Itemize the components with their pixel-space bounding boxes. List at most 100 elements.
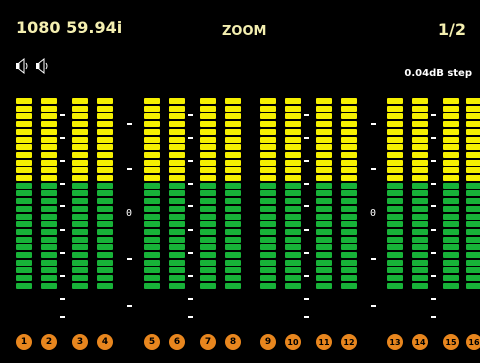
meter-segment <box>169 167 185 174</box>
meter-segment <box>387 282 403 289</box>
meter-segment <box>200 228 216 235</box>
scale-tick <box>188 183 193 185</box>
meter-segment <box>200 98 216 104</box>
meter-segment <box>341 182 357 189</box>
meter-segment <box>412 259 428 266</box>
meter-segment <box>412 190 428 197</box>
meter-segment <box>144 136 160 143</box>
meter-segment <box>200 121 216 128</box>
meter-segment <box>97 282 113 289</box>
scale-tick <box>304 275 309 277</box>
meter-segment <box>387 205 403 212</box>
meter-segment <box>443 98 459 104</box>
meter-segment <box>169 282 185 289</box>
meter-segment <box>144 244 160 251</box>
channel-badge-7: 7 <box>200 334 216 350</box>
speaker-icon <box>36 58 48 74</box>
meter-segment <box>225 167 241 174</box>
meter-segment <box>260 105 276 112</box>
meter-segment <box>41 275 57 282</box>
meter-segment <box>260 151 276 158</box>
meter-segment <box>341 244 357 251</box>
meter-segment <box>16 182 32 189</box>
meter-segment <box>225 144 241 151</box>
meter-segment <box>169 182 185 189</box>
meter-segment <box>412 175 428 181</box>
meter-segment <box>387 144 403 151</box>
meter-segment <box>412 98 428 104</box>
meter-segment <box>466 113 480 120</box>
meter-segment <box>144 275 160 282</box>
meter-segment <box>169 144 185 151</box>
meter-segment <box>285 198 301 205</box>
meter-segment <box>443 228 459 235</box>
meter-segment <box>200 144 216 151</box>
meter-bar-15 <box>443 98 459 291</box>
scale-tick <box>188 275 193 277</box>
meter-segment <box>200 190 216 197</box>
scale-tick <box>188 205 193 207</box>
scale-tick <box>371 168 376 170</box>
meter-segment <box>260 198 276 205</box>
scale-tick <box>431 229 436 231</box>
meter-segment <box>144 182 160 189</box>
channel-badge-11: 11 <box>316 334 332 350</box>
meter-segment <box>16 236 32 243</box>
meter-segment <box>225 159 241 166</box>
scale-tick <box>431 252 436 254</box>
meter-segment <box>260 144 276 151</box>
meter-segment <box>341 259 357 266</box>
meter-segment <box>316 167 332 174</box>
meter-segment <box>466 182 480 189</box>
meter-segment <box>225 205 241 212</box>
meter-segment <box>144 282 160 289</box>
meter-segment <box>412 252 428 258</box>
meter-segment <box>341 198 357 205</box>
scale-tick <box>304 183 309 185</box>
meter-segment <box>412 113 428 120</box>
meter-segment <box>285 244 301 251</box>
meter-segment <box>41 244 57 251</box>
channel-number: 5 <box>148 337 156 347</box>
meter-segment <box>341 151 357 158</box>
meter-segment <box>41 167 57 174</box>
meter-bar-10 <box>285 98 301 291</box>
meter-segment <box>200 151 216 158</box>
meter-segment <box>412 221 428 228</box>
meter-segment <box>285 128 301 135</box>
meter-segment <box>169 113 185 120</box>
meter-segment <box>466 198 480 205</box>
meter-segment <box>200 275 216 282</box>
meter-segment <box>72 105 88 112</box>
meter-segment <box>41 282 57 289</box>
channel-badge-12: 12 <box>341 334 357 350</box>
meter-segment <box>412 159 428 166</box>
meter-segment <box>466 259 480 266</box>
channel-number: 4 <box>101 337 109 347</box>
meter-segment <box>225 275 241 282</box>
meter-segment <box>169 190 185 197</box>
meter-segment <box>285 159 301 166</box>
meter-segment <box>225 175 241 181</box>
meter-segment <box>16 244 32 251</box>
meter-segment <box>225 151 241 158</box>
meter-segment <box>41 105 57 112</box>
meter-segment <box>97 236 113 243</box>
meter-segment <box>341 267 357 274</box>
meter-segment <box>466 244 480 251</box>
meter-segment <box>285 282 301 289</box>
meter-segment <box>412 105 428 112</box>
channel-badge-3: 3 <box>72 334 88 350</box>
scale-tick <box>431 183 436 185</box>
meter-segment <box>200 198 216 205</box>
step-size: 0.04dB step <box>404 68 472 79</box>
meter-segment <box>443 213 459 220</box>
channel-number: 8 <box>229 337 237 347</box>
meter-segment <box>466 121 480 128</box>
meter-segment <box>316 275 332 282</box>
meter-segment <box>72 113 88 120</box>
meter-segment <box>16 275 32 282</box>
scale-tick <box>431 137 436 139</box>
meter-segment <box>16 221 32 228</box>
scale-tick <box>371 258 376 260</box>
